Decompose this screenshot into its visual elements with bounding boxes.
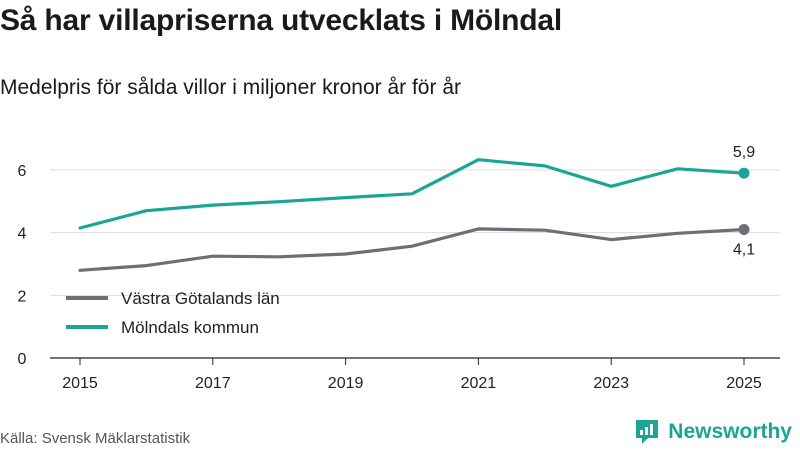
legend-label-vastra: Västra Götalands län — [121, 289, 280, 308]
data-label-molndal: 5,9 — [733, 144, 755, 161]
y-axis-ticks: 0 2 4 6 — [18, 163, 27, 368]
series-line-vastra — [78, 227, 746, 272]
series-lines — [78, 158, 750, 272]
legend-label-molndal: Mölndals kommun — [121, 318, 259, 337]
data-label-vastra: 4,1 — [733, 242, 755, 259]
x-tick-label: 2025 — [726, 375, 762, 392]
newsworthy-logo-icon — [636, 420, 659, 444]
line-chart: 0 2 4 6 2015 2017 2019 2021 2023 2025 4,1 5,9 Väs… — [18, 144, 780, 392]
legend: Västra Götalands län Mölndals kommun — [66, 289, 280, 337]
brand-name: Newsworthy — [668, 420, 792, 443]
source-note: Källa: Svensk Mäklarstatistik — [0, 430, 191, 447]
brand-logo: Newsworthy — [634, 418, 792, 446]
series-end-point-vastra — [738, 224, 750, 236]
x-tick-label: 2019 — [328, 375, 364, 392]
series-line-molndal — [78, 158, 746, 230]
y-tick-label: 4 — [18, 226, 27, 243]
y-tick-label: 2 — [18, 288, 27, 305]
y-tick-label: 0 — [18, 351, 27, 368]
series-end-point-molndal — [738, 167, 750, 179]
x-tick-label: 2017 — [195, 375, 231, 392]
chart-subtitle: Medelpris för sålda villor i miljoner kr… — [0, 76, 461, 99]
chart-title: Så har villapriserna utvecklats i Mölnda… — [0, 4, 563, 37]
x-tick-label: 2021 — [461, 375, 497, 392]
x-tick-label: 2015 — [62, 375, 98, 392]
y-tick-label: 6 — [18, 163, 27, 180]
x-axis-ticks: 2015 2017 2019 2021 2023 2025 — [62, 358, 762, 392]
end-labels: 4,1 5,9 — [733, 144, 755, 258]
x-tick-label: 2023 — [593, 375, 629, 392]
gridlines — [50, 169, 780, 359]
